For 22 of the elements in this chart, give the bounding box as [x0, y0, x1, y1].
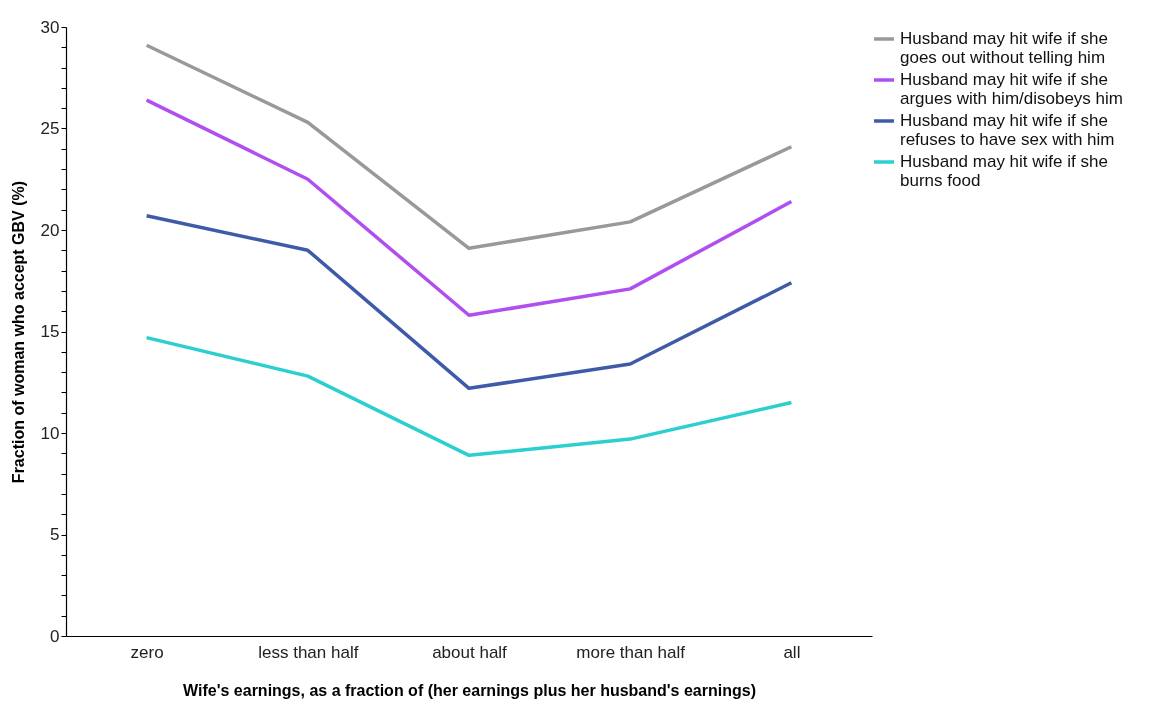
- line-series: [144, 335, 794, 458]
- x-tick-label: all: [783, 642, 801, 662]
- line-series: [144, 214, 794, 391]
- legend-label: Husband may hit wife if she goes out without telling him: [900, 29, 1108, 67]
- legend-label: Husband may hit wife if she refuses to have sex with him: [900, 111, 1115, 149]
- legend-label: Husband may hit wife if she argues with him/disobeys him: [900, 70, 1123, 108]
- y-tick-label: 30: [40, 17, 60, 37]
- legend-label: Husband may hit wife if she burns food: [900, 152, 1108, 190]
- x-tick-label: less than half: [258, 642, 359, 662]
- x-axis-title: Wife's earnings, as a fraction of (her earnings plus her husband's earnings): [183, 681, 756, 699]
- line-series: [144, 43, 794, 251]
- y-tick-label: 10: [40, 423, 60, 443]
- y-tick-label: 25: [40, 119, 60, 138]
- y-tick-label: 5: [50, 525, 60, 544]
- y-tick-label: 20: [40, 220, 60, 240]
- x-tick-label: about half: [432, 642, 508, 662]
- x-tick-label: more than half: [576, 642, 686, 662]
- y-tick-label: 15: [40, 322, 60, 341]
- y-axis-title: Fraction of woman who accept GBV (%): [9, 180, 27, 484]
- y-tick-label: 0: [50, 626, 60, 646]
- x-tick-label: zero: [130, 642, 164, 662]
- line-series: [144, 98, 794, 318]
